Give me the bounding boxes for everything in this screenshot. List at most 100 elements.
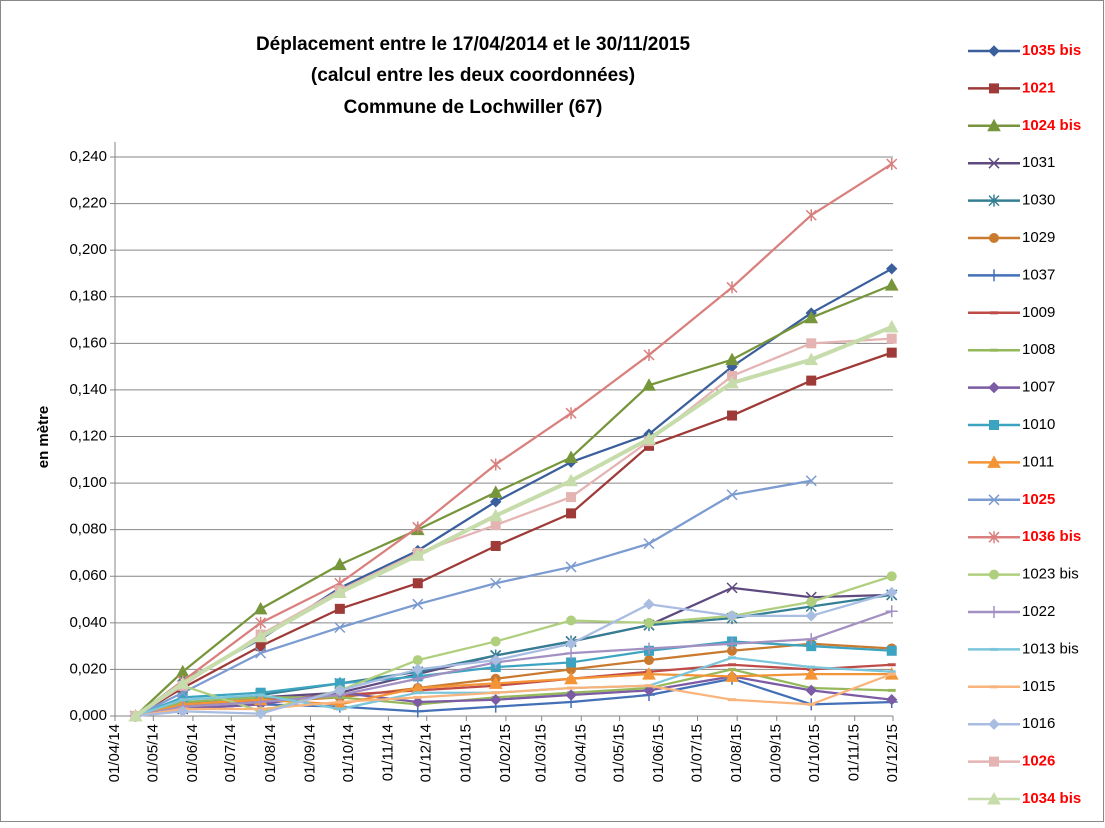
data-point: [564, 671, 578, 685]
x-tick-label: 01/03/15: [533, 724, 550, 782]
data-point: [565, 638, 577, 650]
legend-marker: [988, 45, 1000, 57]
series: [129, 475, 817, 722]
data-point: [253, 601, 268, 615]
legend-label: 1021: [1022, 79, 1055, 96]
x-tick-label: 01/04/14: [106, 724, 123, 782]
x-tick-label: 01/01/15: [457, 724, 474, 782]
legend-marker: [988, 157, 1000, 169]
data-point: [804, 667, 819, 680]
data-point: [412, 578, 423, 589]
data-point: [806, 596, 817, 607]
x-tick-label: 01/07/14: [222, 724, 239, 782]
y-tick-label: 0,160: [69, 334, 107, 351]
data-point: [886, 333, 897, 344]
y-tick-label: 0,180: [69, 288, 107, 305]
y-tick-label: 0,020: [69, 660, 107, 677]
data-point: [490, 520, 501, 531]
y-tick-label: 0,100: [69, 474, 107, 491]
data-point: [490, 577, 502, 589]
x-tick-label: 01/10/15: [806, 724, 823, 782]
y-tick-label: 0,200: [69, 241, 107, 258]
data-point: [566, 508, 577, 519]
legend-marker: [988, 531, 1000, 544]
data-point: [334, 684, 346, 697]
legend-label: 1013 bis: [1022, 640, 1079, 657]
data-point: [884, 319, 899, 333]
series-line: [134, 479, 812, 718]
data-point: [726, 489, 738, 501]
legend-label: 1031: [1022, 154, 1055, 171]
data-point: [643, 684, 655, 697]
y-tick-label: 0,240: [69, 148, 107, 165]
x-tick-label: 01/11/14: [379, 724, 396, 781]
legend-label: 1023 bis: [1022, 566, 1079, 583]
legend-label: 1008: [1022, 341, 1055, 358]
legend-label: 1024 bis: [1022, 117, 1081, 134]
legend-label: 1026: [1022, 753, 1055, 770]
data-point: [805, 610, 817, 622]
x-tick-label: 01/06/14: [184, 724, 201, 782]
data-point: [806, 641, 817, 652]
y-axis-label: en mètre: [35, 406, 52, 469]
data-point: [255, 616, 267, 629]
data-point: [566, 492, 577, 503]
legend-label: 1034 bis: [1022, 790, 1081, 807]
x-tick-label: 01/10/14: [340, 724, 357, 782]
data-point: [886, 645, 897, 656]
y-tick-label: 0,040: [69, 614, 107, 631]
data-point: [643, 538, 655, 550]
data-point: [727, 645, 738, 656]
data-point: [334, 621, 346, 634]
legend-marker: [987, 791, 1001, 805]
data-point: [643, 655, 654, 666]
data-point: [334, 603, 345, 614]
data-point: [488, 485, 503, 498]
data-point: [412, 663, 424, 676]
legend-marker: [988, 381, 1000, 394]
series: [128, 278, 899, 722]
data-point: [886, 347, 897, 358]
data-point: [886, 586, 898, 599]
legend-label: 1009: [1022, 304, 1055, 321]
data-point: [489, 693, 502, 706]
data-point: [253, 629, 268, 643]
legend-marker: [987, 118, 1001, 132]
legend-label: 1036 bis: [1022, 528, 1081, 545]
data-point: [805, 475, 817, 487]
data-point: [643, 348, 655, 361]
data-point: [175, 676, 190, 689]
y-tick-label: 0,000: [69, 707, 107, 724]
data-point: [643, 617, 654, 628]
data-point: [565, 407, 577, 420]
data-point: [642, 642, 655, 655]
data-point: [642, 667, 656, 680]
data-point: [642, 431, 656, 445]
legend-marker: [989, 756, 999, 767]
chart-title: Commune de Lochwiller (67): [344, 97, 603, 118]
x-tick-label: 01/06/15: [650, 724, 667, 782]
data-point: [412, 521, 424, 534]
x-tick-label: 01/05/14: [144, 724, 161, 782]
x-tick-label: 01/02/15: [497, 724, 514, 782]
data-point: [642, 378, 656, 391]
legend-label: 1016: [1022, 715, 1055, 732]
data-point: [255, 647, 267, 659]
legend-marker: [989, 233, 999, 243]
legend-marker: [988, 606, 1000, 618]
x-tick-label: 01/09/14: [301, 724, 318, 782]
data-point: [643, 598, 655, 610]
data-point: [255, 641, 266, 652]
legend-label: 1037: [1022, 266, 1055, 283]
y-tick-label: 0,080: [69, 521, 107, 538]
data-point: [804, 310, 819, 324]
data-point: [805, 684, 817, 697]
data-point: [254, 696, 267, 709]
x-tick-label: 01/11/15: [846, 724, 863, 781]
data-point: [804, 352, 819, 366]
data-point: [805, 633, 818, 646]
data-point: [412, 598, 424, 610]
legend-label: 1029: [1022, 229, 1055, 246]
data-point: [334, 678, 345, 689]
